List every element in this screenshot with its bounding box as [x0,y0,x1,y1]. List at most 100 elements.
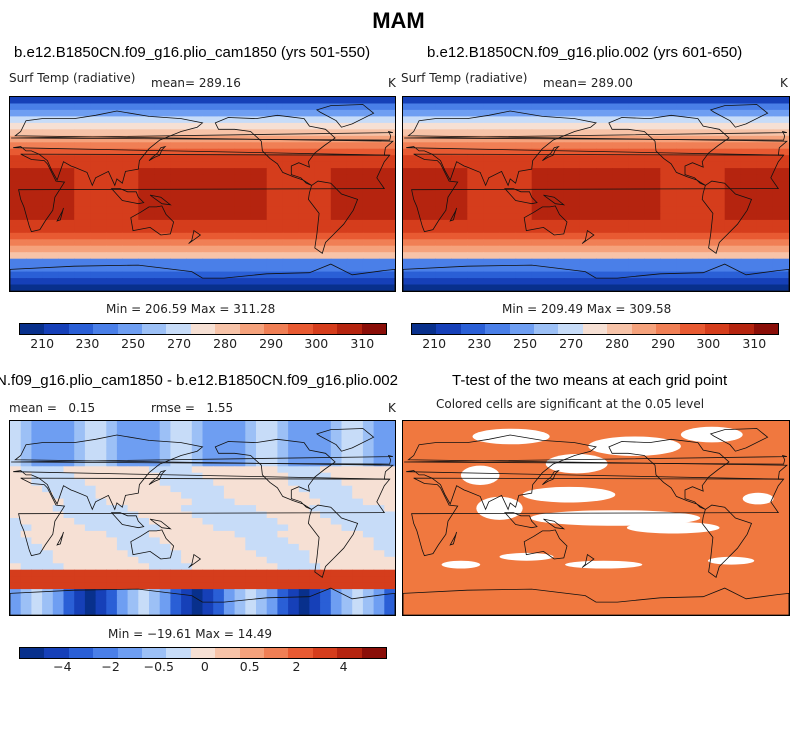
field-cell [403,271,420,279]
field-cell [309,511,321,519]
field-cell [154,232,171,240]
field-cell [127,543,139,551]
field-cell [26,168,43,176]
field-cell [379,219,395,227]
field-cell [435,278,452,286]
field-cell [202,161,220,169]
field-cell [84,595,97,603]
field-cell [90,161,107,169]
field-cell [676,252,694,260]
field-cell [676,129,694,137]
field-cell [277,602,289,610]
field-cell [186,206,204,214]
field-cell [628,232,645,240]
field-cell [515,213,533,221]
field-cell [515,271,533,279]
field-cell [628,181,645,189]
field-cell [579,271,597,279]
field-cell [31,524,43,532]
field-cell [379,265,395,273]
field-cell [579,161,597,169]
field-cell [84,550,97,558]
panel3-rmse: rmse = 1.55 [151,401,234,415]
field-cell [84,563,97,571]
field-cell [186,239,204,247]
not-significant-area [626,521,720,534]
field-cell [218,116,236,124]
field-cell [191,446,204,454]
field-cell [10,278,27,286]
field-cell [660,278,677,286]
field-cell [149,569,161,577]
field-cell [116,569,129,577]
field-cell [234,550,246,558]
not-significant-area [588,436,681,456]
field-cell [596,213,613,221]
field-cell [384,537,395,545]
field-cell [202,518,214,526]
field-cell [288,608,300,615]
field-cell [531,239,549,247]
field-cell [256,433,268,441]
field-cell [419,219,436,227]
field-cell [90,226,107,234]
field-cell [531,258,549,266]
field-cell [52,440,65,448]
field-cell [191,472,204,480]
field-cell [547,278,565,286]
field-cell [138,466,150,474]
field-cell [42,129,59,137]
field-cell [10,440,22,448]
field-cell [628,265,645,273]
field-cell [223,576,236,584]
field-cell [202,582,214,590]
field-cell [579,187,597,195]
coastline-south-america [701,180,753,254]
field-cell [676,271,694,279]
field-cell [362,122,380,130]
field-cell [20,505,32,513]
field-cell [579,258,597,266]
field-cell [320,543,332,551]
not-significant-area [472,428,550,445]
field-cell [435,135,452,143]
field-cell [149,498,161,506]
field-cell [213,446,225,454]
field-cell [256,576,268,584]
field-cell [116,485,129,493]
coastline-south-america [307,504,359,578]
field-cell [218,129,236,137]
field-cell [154,129,171,137]
field-cell [451,239,468,247]
colorbar-swatch [117,324,143,334]
field-cell [122,265,139,273]
coastline-indonesia [110,512,145,529]
field-cell [483,155,501,163]
field-cell [95,421,107,429]
coastline-new-zealand [581,229,595,244]
field-cell [95,543,107,551]
field-cell [419,245,436,253]
field-cell [451,278,468,286]
field-cell [213,569,225,577]
field-cell [58,271,75,279]
field-cell [499,232,517,240]
field-cell [74,543,86,551]
field-cell [314,213,332,221]
field-cell [154,258,171,266]
field-cell [266,421,278,429]
field-cell [266,492,278,500]
field-cell [191,537,204,545]
field-cell [223,530,236,538]
field-cell [628,187,645,195]
field-cell [42,181,59,189]
field-cell [298,168,316,176]
field-cell [266,608,278,615]
field-cell [628,97,645,105]
field-cell [341,485,353,493]
field-cell [298,129,316,137]
field-cell [298,505,311,513]
field-cell [314,142,332,150]
field-cell [579,206,597,214]
field-cell [531,200,549,208]
